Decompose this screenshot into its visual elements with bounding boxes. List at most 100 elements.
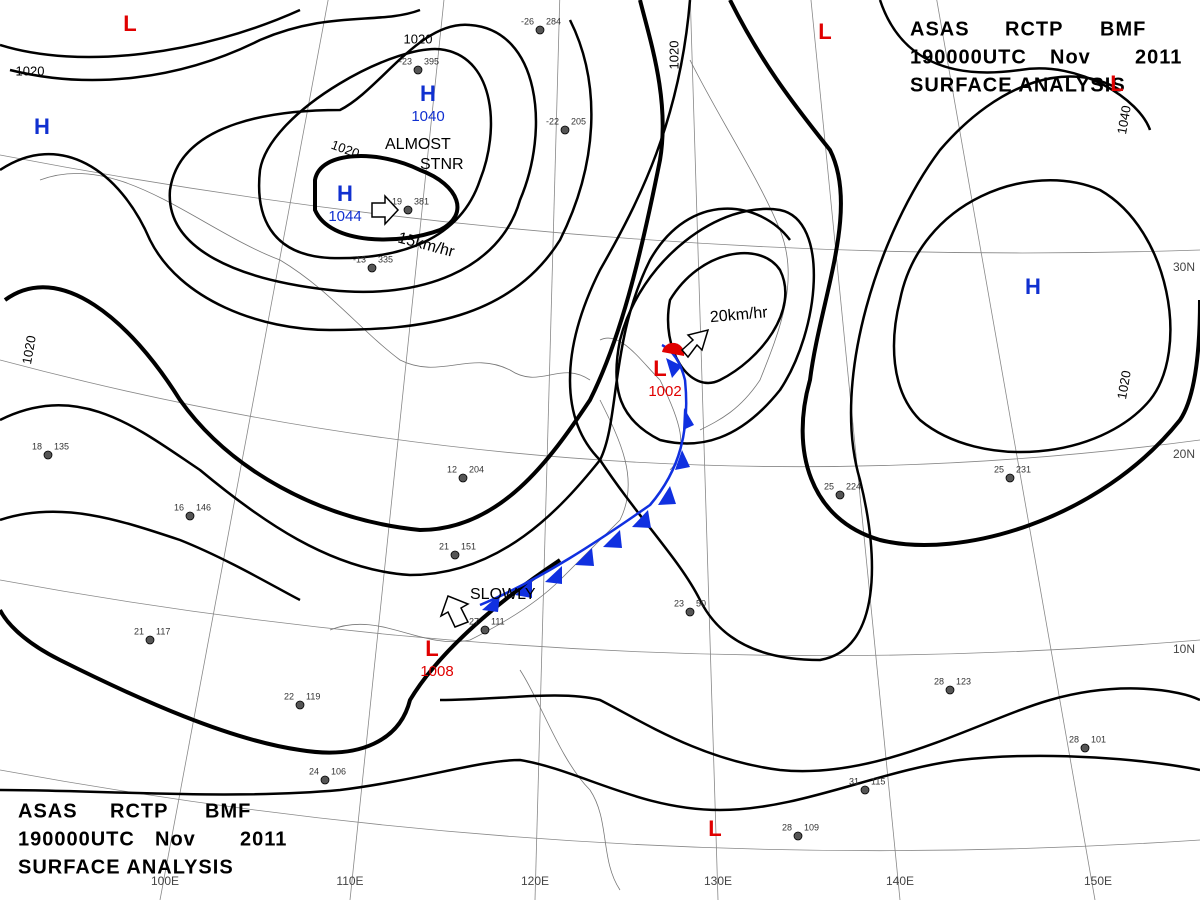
station-circle bbox=[860, 785, 870, 795]
motion-arrow bbox=[371, 194, 400, 226]
station-temperature: 28 bbox=[1069, 734, 1079, 744]
isobar bbox=[0, 207, 791, 577]
isobar-label: 1020 bbox=[19, 334, 39, 365]
front-triangle bbox=[515, 580, 532, 598]
station-temperature: 12 bbox=[447, 464, 457, 474]
front bbox=[479, 342, 694, 612]
meridian bbox=[534, 0, 561, 900]
station-temperature: 28 bbox=[934, 676, 944, 686]
station-temperature: 28 bbox=[782, 822, 792, 832]
station-pressure: 111 bbox=[491, 616, 505, 626]
system-symbol: L bbox=[818, 19, 831, 44]
station-pressure: 135 bbox=[54, 441, 69, 451]
station-temperature: 27 bbox=[469, 616, 479, 626]
front-triangle bbox=[666, 358, 682, 378]
station-pressure: 119 bbox=[306, 691, 320, 701]
station-temperature: 21 bbox=[439, 541, 449, 551]
station-circle bbox=[185, 511, 195, 521]
station-temperature: -22 bbox=[546, 116, 559, 126]
system-symbol: L bbox=[708, 816, 721, 841]
system-pressure: 1040 bbox=[411, 108, 444, 125]
header-title: SURFACE ANALYSIS bbox=[910, 74, 1126, 96]
system-symbol: H bbox=[34, 114, 50, 139]
system-pressure: 1002 bbox=[648, 383, 681, 400]
graticule-labels: 30N 20N 10N 100E 110E 120E 130E 140E 150E bbox=[151, 260, 1195, 888]
header-time: 190000UTC bbox=[18, 828, 135, 850]
station-circle bbox=[1005, 473, 1015, 483]
header-station: RCTP bbox=[110, 800, 168, 822]
parallel bbox=[0, 579, 1200, 657]
system-symbol: L bbox=[653, 356, 666, 381]
station-circle bbox=[413, 65, 423, 75]
parallel bbox=[0, 769, 1200, 852]
isobar-label: 1020 bbox=[1114, 369, 1134, 400]
station-circle bbox=[367, 263, 377, 273]
isobar-label: 1020 bbox=[404, 31, 433, 46]
front-triangle bbox=[658, 486, 676, 505]
isobar-label: 1040 bbox=[1114, 104, 1134, 135]
station-circle bbox=[403, 205, 413, 215]
front-triangle bbox=[545, 566, 562, 584]
isobar bbox=[313, 154, 460, 242]
system-symbol: L bbox=[425, 636, 438, 661]
isobar bbox=[568, 0, 1121, 662]
isobar bbox=[0, 8, 301, 59]
latitude-label: 20N bbox=[1173, 447, 1195, 461]
station-pressure: 123 bbox=[956, 676, 971, 686]
front-triangle bbox=[683, 408, 694, 430]
station-circle bbox=[295, 700, 305, 710]
station-pressure: 395 bbox=[424, 56, 439, 66]
isobar bbox=[0, 510, 301, 602]
station-plots: -19 381 -13 335 -23 395 -22 205 -26 284 18 135 16 146… bbox=[32, 16, 1106, 841]
system-pressure: 1044 bbox=[328, 208, 361, 225]
meridian bbox=[159, 0, 329, 900]
motion-arrow bbox=[439, 595, 470, 628]
header-agency: ASAS bbox=[18, 800, 78, 822]
isobar bbox=[728, 0, 1200, 547]
station-circle bbox=[145, 635, 155, 645]
station-temperature: 24 bbox=[309, 766, 319, 776]
station-temperature: -19 bbox=[389, 196, 402, 206]
headers: ASAS RCTP BMF 190000UTC Nov 2011 SURFACE… bbox=[18, 18, 1181, 878]
system-pressure: 1008 bbox=[420, 663, 453, 680]
station-pressure: 335 bbox=[378, 254, 393, 264]
front-triangle bbox=[632, 510, 651, 528]
station-temperature: 18 bbox=[32, 441, 42, 451]
station-pressure: 106 bbox=[331, 766, 346, 776]
front-triangle bbox=[575, 548, 594, 566]
station-pressure: 109 bbox=[804, 822, 819, 832]
longitude-label: 120E bbox=[521, 874, 549, 888]
station-circle bbox=[450, 550, 460, 560]
station-pressure: 284 bbox=[546, 16, 561, 26]
annotation: STNR bbox=[420, 156, 464, 173]
isobar bbox=[0, 558, 562, 755]
isobar-label: 1020 bbox=[16, 63, 45, 78]
station-pressure: 205 bbox=[571, 116, 586, 126]
warm-front-semicircle bbox=[662, 342, 685, 356]
longitude-label: 150E bbox=[1084, 874, 1112, 888]
station-circle bbox=[43, 450, 53, 460]
station-temperature: 31 bbox=[849, 776, 859, 786]
station-circle bbox=[320, 775, 330, 785]
station-pressure: 115 bbox=[871, 776, 885, 786]
isobar-label: 1020 bbox=[666, 41, 681, 70]
station-circle bbox=[685, 607, 695, 617]
motion-arrow bbox=[680, 328, 710, 359]
isobar bbox=[257, 47, 493, 260]
station-pressure: 231 bbox=[1016, 464, 1031, 474]
longitude-label: 110E bbox=[336, 874, 363, 888]
station-temperature: 25 bbox=[994, 464, 1004, 474]
station-pressure: 117 bbox=[156, 626, 170, 636]
station-pressure: 50 bbox=[696, 598, 706, 608]
isobar bbox=[892, 179, 1172, 454]
isobar bbox=[3, 0, 665, 533]
parallel bbox=[0, 154, 1200, 254]
station-circle bbox=[480, 625, 490, 635]
header-title: SURFACE ANALYSIS bbox=[18, 856, 234, 878]
isobar bbox=[615, 207, 815, 445]
isobar bbox=[0, 19, 593, 332]
station-temperature: 22 bbox=[284, 691, 294, 701]
station-temperature: 25 bbox=[824, 481, 834, 491]
